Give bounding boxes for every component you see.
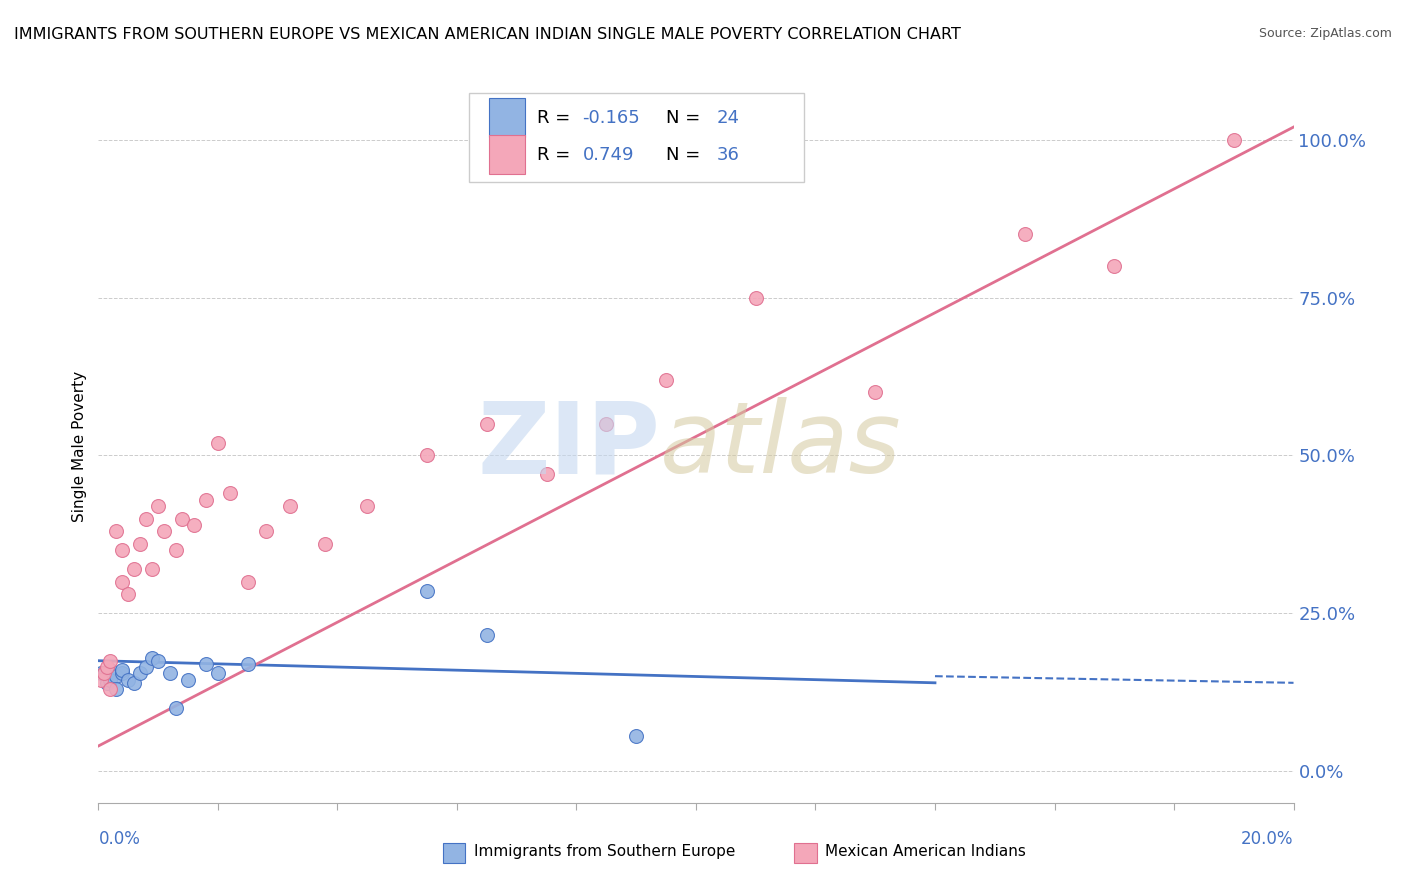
Text: R =: R = <box>537 146 576 164</box>
Point <box>655 373 678 387</box>
Point <box>475 417 498 431</box>
Point <box>111 574 134 589</box>
Point <box>207 666 229 681</box>
Point <box>236 657 259 671</box>
Point <box>117 587 139 601</box>
Point <box>416 449 439 463</box>
Point <box>1223 133 1246 147</box>
Point <box>595 417 617 431</box>
Point <box>254 524 277 539</box>
Text: 0.749: 0.749 <box>582 146 634 164</box>
Y-axis label: Single Male Poverty: Single Male Poverty <box>72 370 87 522</box>
Point <box>207 435 229 450</box>
Point <box>90 673 112 687</box>
Point <box>1104 259 1126 273</box>
Point <box>153 524 176 539</box>
Point <box>165 701 187 715</box>
Point <box>236 574 259 589</box>
Text: Mexican American Indians: Mexican American Indians <box>825 845 1026 859</box>
Point <box>111 663 134 677</box>
Point <box>219 486 242 500</box>
FancyBboxPatch shape <box>470 93 804 182</box>
Point <box>183 517 205 532</box>
Point <box>416 584 439 599</box>
Bar <box>489 98 524 137</box>
Point <box>100 663 122 677</box>
Point <box>159 666 181 681</box>
Point <box>96 660 118 674</box>
Point <box>124 562 146 576</box>
Point <box>96 675 118 690</box>
Point <box>117 673 139 687</box>
Point <box>111 666 134 681</box>
Point <box>1014 227 1036 242</box>
Text: 24: 24 <box>716 109 740 127</box>
Point <box>278 499 301 513</box>
Text: N =: N = <box>666 146 706 164</box>
Text: Immigrants from Southern Europe: Immigrants from Southern Europe <box>474 845 735 859</box>
Point <box>129 666 152 681</box>
Point <box>93 666 115 681</box>
Point <box>135 660 157 674</box>
Point <box>315 537 337 551</box>
Point <box>626 730 648 744</box>
Text: IMMIGRANTS FROM SOUTHERN EUROPE VS MEXICAN AMERICAN INDIAN SINGLE MALE POVERTY C: IMMIGRANTS FROM SOUTHERN EUROPE VS MEXIC… <box>14 27 960 42</box>
Point <box>141 650 163 665</box>
Text: 0.0%: 0.0% <box>98 830 141 847</box>
Text: N =: N = <box>666 109 706 127</box>
Point <box>177 673 200 687</box>
Point <box>100 682 122 697</box>
Text: ZIP: ZIP <box>477 398 661 494</box>
Text: 36: 36 <box>716 146 740 164</box>
Point <box>100 673 122 687</box>
Point <box>195 492 218 507</box>
Point <box>124 675 146 690</box>
Point <box>100 654 122 668</box>
Text: 20.0%: 20.0% <box>1241 830 1294 847</box>
Text: Source: ZipAtlas.com: Source: ZipAtlas.com <box>1258 27 1392 40</box>
Point <box>135 511 157 525</box>
Point <box>865 385 887 400</box>
Point <box>475 628 498 642</box>
Point <box>148 499 170 513</box>
Point <box>141 562 163 576</box>
Point <box>148 654 170 668</box>
Point <box>745 291 768 305</box>
Bar <box>489 136 524 175</box>
Point <box>195 657 218 671</box>
Point <box>105 524 128 539</box>
Point <box>105 669 128 683</box>
Point <box>165 543 187 558</box>
Text: atlas: atlas <box>661 398 901 494</box>
Point <box>93 666 115 681</box>
Point <box>172 511 194 525</box>
Point <box>90 666 112 681</box>
Point <box>105 682 128 697</box>
Point <box>356 499 378 513</box>
Text: R =: R = <box>537 109 576 127</box>
Point <box>536 467 558 482</box>
Point <box>111 543 134 558</box>
Text: -0.165: -0.165 <box>582 109 640 127</box>
Point <box>129 537 152 551</box>
